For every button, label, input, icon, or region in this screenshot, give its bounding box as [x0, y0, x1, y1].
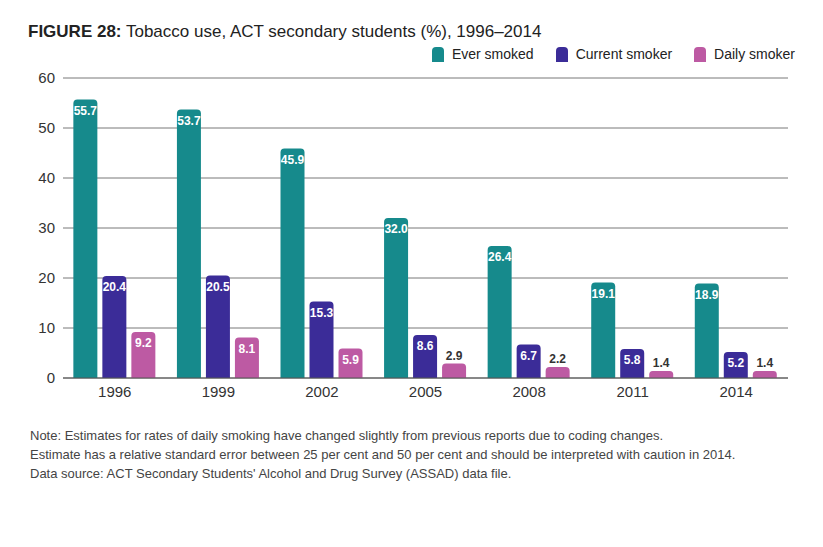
svg-text:20.5: 20.5 [206, 280, 230, 294]
svg-text:5.8: 5.8 [624, 353, 641, 367]
html-text:Note: Estimates for rates of d: Note: Estimates for rates of daily smoki… [30, 428, 663, 443]
svg-text:32.0: 32.0 [384, 222, 408, 236]
svg-text:60: 60 [38, 69, 55, 86]
svg-text:2008: 2008 [512, 383, 545, 400]
svg-text:30: 30 [38, 219, 55, 236]
svg-text:1.4: 1.4 [653, 356, 670, 370]
html-text:Daily smoker: Daily smoker [714, 46, 795, 62]
svg-text:1.4: 1.4 [756, 356, 773, 370]
svg-text:20: 20 [38, 269, 55, 286]
svg-text:45.9: 45.9 [281, 153, 305, 167]
svg-text:50: 50 [38, 119, 55, 136]
svg-text:2011: 2011 [617, 383, 649, 400]
svg-text:15.3: 15.3 [310, 306, 334, 320]
svg-text:20.4: 20.4 [103, 280, 127, 294]
svg-text:40: 40 [38, 169, 55, 186]
svg-text:9.2: 9.2 [135, 336, 152, 350]
svg-text:2005: 2005 [409, 383, 442, 400]
svg-text:0: 0 [47, 369, 55, 386]
html-text:Estimate has a relative standa: Estimate has a relative standard error b… [30, 447, 736, 462]
svg-text:2014: 2014 [720, 383, 753, 400]
svg-text:8.1: 8.1 [239, 342, 256, 356]
svg-text:10: 10 [38, 319, 55, 336]
svg-text:6.7: 6.7 [520, 349, 537, 363]
svg-text:5.2: 5.2 [727, 356, 744, 370]
html-text:Ever smoked: Ever smoked [451, 46, 534, 62]
svg-text:18.9: 18.9 [695, 288, 719, 302]
svg-text:55.7: 55.7 [74, 104, 98, 118]
svg-text:53.7: 53.7 [177, 114, 201, 128]
html-text:Current smoker: Current smoker [575, 46, 673, 62]
html-text:Data source: ACT Secondary Stu: Data source: ACT Secondary Students' Alc… [30, 466, 512, 481]
svg-text:1996: 1996 [98, 383, 131, 400]
svg-text:5.9: 5.9 [342, 353, 359, 367]
svg-text:26.4: 26.4 [488, 250, 512, 264]
svg-text:2.9: 2.9 [446, 349, 463, 363]
svg-text:2002: 2002 [305, 383, 338, 400]
svg-text:2.2: 2.2 [549, 352, 566, 366]
svg-text:1999: 1999 [202, 383, 235, 400]
svg-text:19.1: 19.1 [592, 287, 616, 301]
html-text:FIGURE 28: Tobacco use, ACT se: FIGURE 28: Tobacco use, ACT secondary st… [28, 22, 542, 41]
svg-text:8.6: 8.6 [417, 339, 434, 353]
